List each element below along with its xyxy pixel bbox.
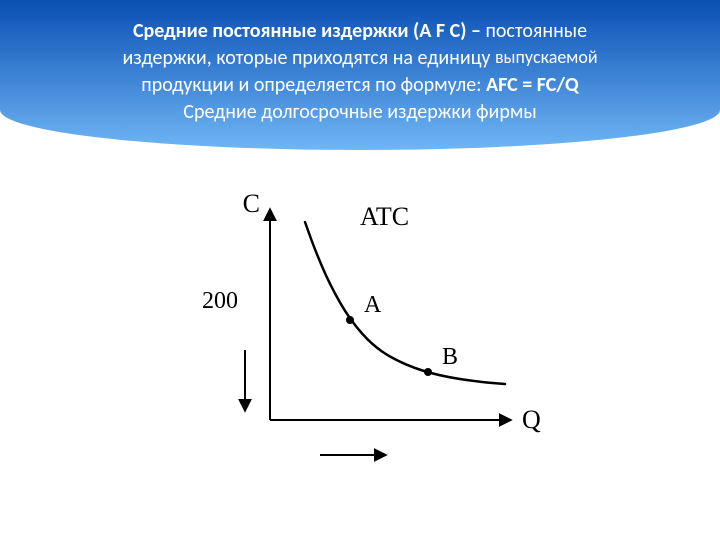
banner-line1-bold: Средние постоянные издержки (A F C) –	[133, 19, 486, 43]
chart-container: C Q 200 ATC A B	[0, 180, 720, 480]
y-axis-label: C	[243, 189, 260, 218]
point-b	[424, 368, 432, 376]
banner-line2-a: издержки, которые приходятся на единицу	[122, 46, 495, 70]
banner-line1-rest: постоянные	[485, 19, 587, 43]
point-label-a: A	[364, 292, 382, 318]
banner-line-4: Средние долгосрочные издержки фирмы	[40, 99, 680, 126]
atc-chart: C Q 200 ATC A B	[170, 180, 550, 480]
point-label-b: B	[442, 344, 458, 370]
banner-line-3: продукции и определяется по формуле: AFC…	[40, 72, 680, 99]
banner-line-2: издержки, которые приходятся на единицу …	[40, 45, 680, 72]
x-axis-label: Q	[522, 405, 541, 434]
point-a	[346, 316, 354, 324]
banner-line3-bold: AFC = FC/Q	[486, 73, 579, 97]
atc-curve	[305, 222, 505, 384]
banner-line-1: Средние постоянные издержки (A F C) – по…	[40, 18, 680, 45]
curve-label-atc: ATC	[360, 202, 409, 231]
y-tick-200: 200	[202, 288, 238, 314]
title-banner: Средние постоянные издержки (A F C) – по…	[0, 0, 720, 150]
banner-line2-small: выпускаемой	[495, 46, 598, 68]
banner-line3-a: продукции и определяется по формуле:	[141, 73, 486, 97]
